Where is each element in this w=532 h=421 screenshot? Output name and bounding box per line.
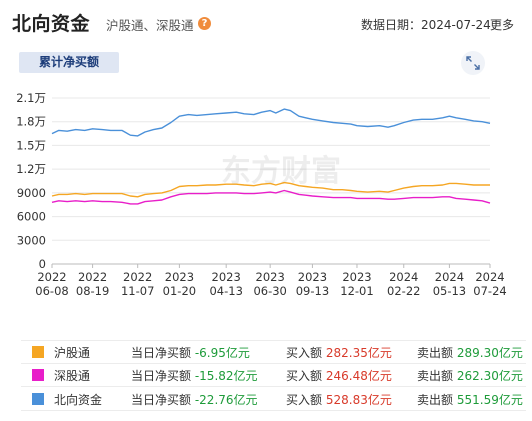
x-tick-date: 07-24 [473, 284, 506, 298]
buy-label: 买入额 [286, 393, 323, 407]
sell-label: 卖出额 [417, 346, 454, 360]
legend-row-shenzhen: 深股通 当日净买额 -15.82亿元 买入额 246.48亿元 卖出额 262.… [21, 364, 526, 387]
x-tick-year: 2024 [389, 270, 418, 284]
x-tick-year: 2023 [298, 270, 327, 284]
net-value: -22.76亿元 [194, 393, 258, 407]
buy-value: 528.83亿元 [325, 393, 392, 407]
net-label: 当日净买额 [131, 346, 192, 360]
legend-net: 当日净买额 -15.82亿元 [131, 367, 258, 384]
y-tick-label: 1.2万 [16, 162, 46, 176]
x-tick-date: 02-22 [387, 284, 420, 298]
sell-label: 卖出额 [417, 393, 454, 407]
legend-buy: 买入额 246.48亿元 [286, 367, 392, 384]
x-tick-year: 2023 [165, 270, 194, 284]
sell-label: 卖出额 [417, 369, 454, 383]
legend-sell: 卖出额 262.30亿元 [417, 367, 523, 384]
x-tick-date: 06-30 [253, 284, 286, 298]
legend-name: 沪股通 [54, 346, 91, 360]
buy-label: 买入额 [286, 369, 323, 383]
x-tick-date: 04-13 [209, 284, 242, 298]
sell-value: 289.30亿元 [456, 346, 523, 360]
tab-cumulative-net-buy[interactable]: 累计净买额 [19, 52, 119, 73]
x-tick-year: 2024 [435, 270, 464, 284]
y-tick-label: 6000 [17, 210, 46, 224]
x-tick-date: 09-13 [296, 284, 329, 298]
x-tick-year: 2023 [342, 270, 371, 284]
chart: 03000600090001.2万1.5万1.8万2.1万202206-0820… [16, 91, 507, 298]
legend-name: 北向资金 [54, 393, 103, 407]
buy-value: 246.48亿元 [325, 369, 392, 383]
y-tick-label: 2.1万 [16, 91, 46, 105]
net-label: 当日净买额 [131, 393, 192, 407]
y-tick-label: 1.8万 [16, 115, 46, 129]
legend-net: 当日净买额 -6.95亿元 [131, 344, 250, 361]
y-tick-label: 0 [39, 257, 46, 271]
shanghai-swatch [32, 346, 44, 358]
x-tick-date: 08-19 [76, 284, 109, 298]
buy-value: 282.35亿元 [325, 346, 392, 360]
x-tick-year: 2022 [78, 270, 107, 284]
legend-buy: 买入额 282.35亿元 [286, 344, 392, 361]
legend-sell: 卖出额 551.59亿元 [417, 391, 523, 408]
legend-name: 深股通 [54, 369, 91, 383]
x-tick-date: 06-08 [35, 284, 68, 298]
expand-icon[interactable] [461, 51, 485, 75]
net-value: -6.95亿元 [194, 346, 250, 360]
help-icon[interactable]: ? [198, 17, 211, 30]
sell-value: 551.59亿元 [456, 393, 523, 407]
x-tick-year: 2023 [212, 270, 241, 284]
y-tick-label: 3000 [17, 233, 46, 247]
y-tick-label: 9000 [17, 186, 46, 200]
x-tick-year: 2022 [37, 270, 66, 284]
shenzhen-swatch [32, 369, 44, 381]
series-line [51, 189, 491, 205]
legend-net: 当日净买额 -22.76亿元 [131, 391, 258, 408]
x-tick-date: 01-20 [163, 284, 196, 298]
buy-label: 买入额 [286, 346, 323, 360]
sell-value: 262.30亿元 [456, 369, 523, 383]
net-label: 当日净买额 [131, 369, 192, 383]
x-tick-date: 11-07 [121, 284, 154, 298]
x-tick-date: 12-01 [340, 284, 373, 298]
page-title: 北向资金 [12, 13, 91, 35]
x-tick-year: 2022 [123, 270, 152, 284]
y-tick-label: 1.5万 [16, 138, 46, 152]
x-tick-date: 05-13 [433, 284, 466, 298]
legend-row-northbound: 北向资金 当日净买额 -22.76亿元 买入额 528.83亿元 卖出额 551… [21, 388, 526, 411]
legend-sell: 卖出额 289.30亿元 [417, 344, 523, 361]
page-subtitle: 沪股通、深股通 [106, 18, 194, 33]
x-tick-year: 2023 [256, 270, 285, 284]
legend-row-shanghai: 沪股通 当日净买额 -6.95亿元 买入额 282.35亿元 卖出额 289.3… [21, 340, 526, 364]
x-tick-year: 2024 [475, 270, 504, 284]
header: 北向资金 沪股通、深股通 ? 数据日期：2024-07-24 更多 [0, 0, 532, 44]
more-link[interactable]: 更多 [490, 18, 515, 32]
northbound-swatch [32, 393, 44, 405]
net-value: -15.82亿元 [194, 369, 258, 383]
legend-buy: 买入额 528.83亿元 [286, 391, 392, 408]
data-date: 数据日期：2024-07-24 [361, 18, 491, 32]
series-line [51, 108, 491, 137]
series-line [51, 181, 490, 198]
